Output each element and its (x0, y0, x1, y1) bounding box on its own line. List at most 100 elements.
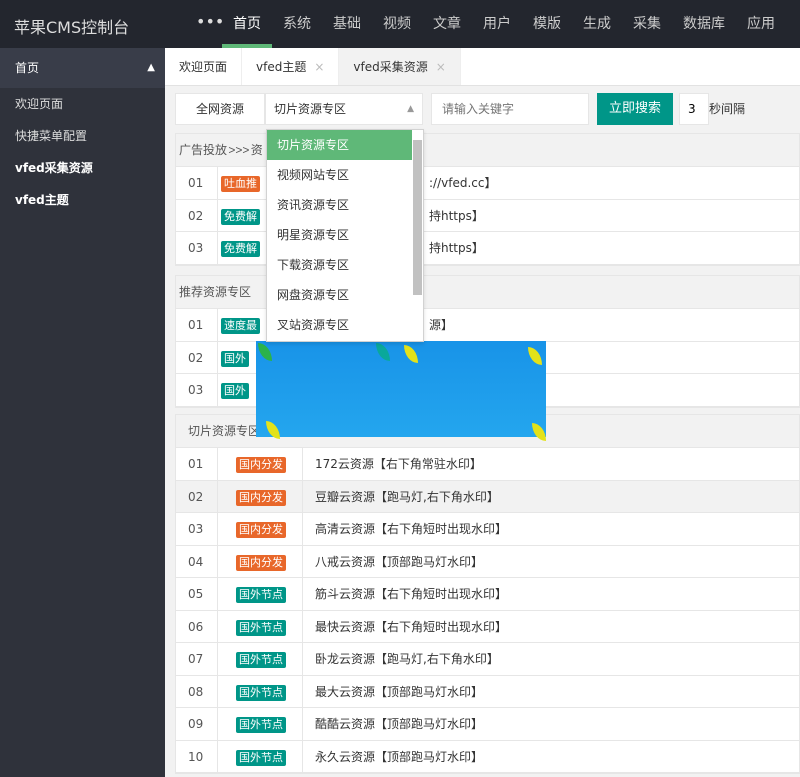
top-bar: 苹果CMS控制台 ••• 首页 系统 基础 视频 文章 用户 模版 生成 采集 数据库 应用 (0, 0, 800, 48)
tag-cell: 国外节点 (218, 675, 303, 707)
tag-cell: 国外节点 (218, 578, 303, 610)
status-badge: 速度最 (221, 318, 260, 334)
tag-cell: 国外节点 (218, 643, 303, 675)
tag-cell: 国外节点 (218, 708, 303, 740)
resource-name[interactable]: 豆瓣云资源【跑马灯,右下角水印】 (315, 489, 499, 504)
app-title: 苹果CMS控制台 (14, 18, 130, 37)
status-badge: 国内分发 (236, 522, 286, 538)
dropdown-option[interactable]: 视频网站专区 (277, 168, 350, 182)
resource-name[interactable]: 持https】 (429, 241, 484, 255)
status-badge: 免费解 (221, 241, 260, 257)
table-row[interactable]: 05 国外节点 筋斗云资源【右下角短时出现水印】 (176, 578, 799, 611)
dropdown-option[interactable]: 明星资源专区 (277, 228, 350, 242)
nav-item[interactable]: 文章 (433, 16, 461, 32)
row-number: 01 (176, 448, 218, 480)
status-badge: 国外节点 (236, 749, 286, 766)
resource-name[interactable]: 最大云资源【顶部跑马灯水印】 (315, 684, 484, 699)
resource-name[interactable]: 源】 (429, 318, 454, 332)
tag-cell: 国内分发 (218, 545, 303, 577)
interval-input[interactable] (679, 93, 709, 125)
nav-item[interactable]: 模版 (533, 16, 561, 32)
sidebar-item-welcome[interactable]: 欢迎页面 (15, 97, 64, 111)
tab-vfed-collect[interactable]: vfed采集资源 × (339, 48, 461, 85)
dropdown-option[interactable]: 网盘资源专区 (277, 288, 350, 302)
tab-vfed-theme[interactable]: vfed主题 × (242, 48, 340, 85)
sidebar: 首页 ▲ 欢迎页面 快捷菜单配置 vfed采集资源 vfed主题 (0, 48, 165, 777)
resource-name[interactable]: 酷酷云资源【顶部跑马灯水印】 (315, 717, 484, 731)
tab-label: vfed主题 (256, 60, 307, 74)
top-nav: 首页 系统 基础 视频 文章 用户 模版 生成 采集 数据库 应用 (222, 0, 786, 48)
nav-item[interactable]: 采集 (633, 16, 661, 32)
search-button[interactable]: 立即搜索 (597, 93, 673, 125)
sidebar-group-home[interactable]: 首页 ▲ (0, 48, 165, 88)
sidebar-item-vfed-collect[interactable]: vfed采集资源 (15, 161, 93, 175)
resource-name[interactable]: 高清云资源【右下角短时出现水印】 (315, 522, 508, 536)
table-row[interactable]: 01 吐血推://vfed.cc】 (176, 167, 799, 200)
resource-name[interactable]: 卧龙云资源【跑马灯,右下角水印】 (315, 652, 499, 666)
tag-cell: 国外 (218, 374, 303, 406)
status-badge: 国外节点 (236, 619, 286, 636)
row-number: 03 (176, 232, 218, 264)
keyword-input[interactable] (431, 93, 589, 125)
close-icon[interactable]: × (435, 60, 446, 74)
resource-name[interactable]: 最快云资源【右下角短时出现水印】 (315, 619, 508, 634)
select-value: 切片资源专区 (274, 102, 347, 116)
table-row[interactable]: 03 免费解 持https】 (176, 232, 799, 265)
dropdown-option[interactable]: 叉站资源专区 (277, 318, 350, 332)
status-badge: 国外节点 (236, 587, 286, 603)
status-badge: 国外节点 (236, 652, 286, 668)
table-row[interactable]: 03 国内分发 高清云资源【右下角短时出现水印】 (176, 513, 799, 546)
nav-item[interactable]: 生成 (583, 16, 611, 32)
table-row[interactable]: 01 国内分发 172云资源【右下角常驻水印】 (176, 448, 799, 481)
row-number: 08 (176, 675, 218, 707)
row-number: 05 (176, 578, 218, 610)
table-row[interactable]: 10 国外节点 永久云资源【顶部跑马灯水印】 (176, 740, 799, 773)
table-row[interactable]: 09 国外节点 酷酷云资源【顶部跑马灯水印】 (176, 708, 799, 741)
resource-name[interactable]: 持https】 (429, 208, 484, 223)
resource-name[interactable]: 八戒云资源【顶部跑马灯水印】 (315, 554, 484, 569)
tab-label: 欢迎页面 (179, 60, 228, 74)
dropdown-option[interactable]: 切片资源专区 (267, 130, 412, 160)
category-select[interactable]: 切片资源专区 ▲ (265, 93, 423, 125)
nav-item[interactable]: 首页 (222, 0, 272, 48)
tag-cell: 国外节点 (218, 610, 303, 642)
nav-item[interactable]: 视频 (383, 16, 411, 32)
dropdown-scrollbar[interactable] (413, 140, 422, 295)
resource-name[interactable]: 永久云资源【顶部跑马灯水印】 (315, 749, 484, 764)
tag-cell: 国内分发 (218, 480, 303, 512)
nav-item[interactable]: 应用 (747, 16, 775, 32)
nav-item[interactable]: 数据库 (683, 16, 725, 32)
table-row[interactable]: 08 国外节点 最大云资源【顶部跑马灯水印】 (176, 675, 799, 708)
leaf-decoration (258, 343, 272, 361)
nav-item[interactable]: 用户 (483, 16, 511, 32)
nav-item[interactable]: 系统 (283, 16, 311, 32)
table-row[interactable]: 04 国内分发 八戒云资源【顶部跑马灯水印】 (176, 545, 799, 578)
dropdown-option[interactable]: 资讯资源专区 (277, 198, 350, 212)
nav-item[interactable]: 基础 (333, 16, 361, 32)
table-row[interactable]: 06 国外节点 最快云资源【右下角短时出现水印】 (176, 610, 799, 643)
more-menu-icon[interactable]: ••• (196, 12, 225, 31)
table-row[interactable]: 02 国内分发 豆瓣云资源【跑马灯,右下角水印】 (176, 480, 799, 513)
sidebar-item-vfed-theme[interactable]: vfed主题 (15, 193, 69, 207)
tag-cell: 国外 (218, 341, 303, 373)
tag-cell: 免费解 (218, 199, 303, 231)
table-row[interactable]: 07 国外节点 卧龙云资源【跑马灯,右下角水印】 (176, 643, 799, 676)
tag-cell: 国外节点 (218, 740, 303, 772)
all-resources-button[interactable]: 全网资源 (175, 93, 265, 125)
tab-welcome[interactable]: 欢迎页面 (165, 48, 243, 85)
status-badge: 国内分发 (236, 457, 286, 473)
resource-name[interactable]: 筋斗云资源【右下角短时出现水印】 (315, 587, 508, 601)
close-icon[interactable]: × (314, 60, 325, 74)
resource-name[interactable]: 172云资源【右下角常驻水印】 (315, 457, 482, 471)
status-badge: 国内分发 (236, 489, 286, 506)
dropdown-option[interactable]: 下载资源专区 (277, 258, 350, 272)
tag-cell: 国内分发 (218, 513, 303, 545)
resource-name[interactable]: ://vfed.cc】 (429, 176, 497, 190)
row-number: 06 (176, 610, 218, 642)
caret-up-icon: ▲ (407, 104, 414, 114)
row-number: 03 (176, 513, 218, 545)
category-dropdown: 切片资源专区视频网站专区 资讯资源专区 明星资源专区 下载资源专区 网盘资源专区 叉站资源… (266, 129, 424, 342)
row-number: 03 (176, 374, 218, 406)
table-row[interactable]: 02 免费解 持https】 (176, 199, 799, 232)
sidebar-item-quick-menu[interactable]: 快捷菜单配置 (15, 129, 88, 143)
